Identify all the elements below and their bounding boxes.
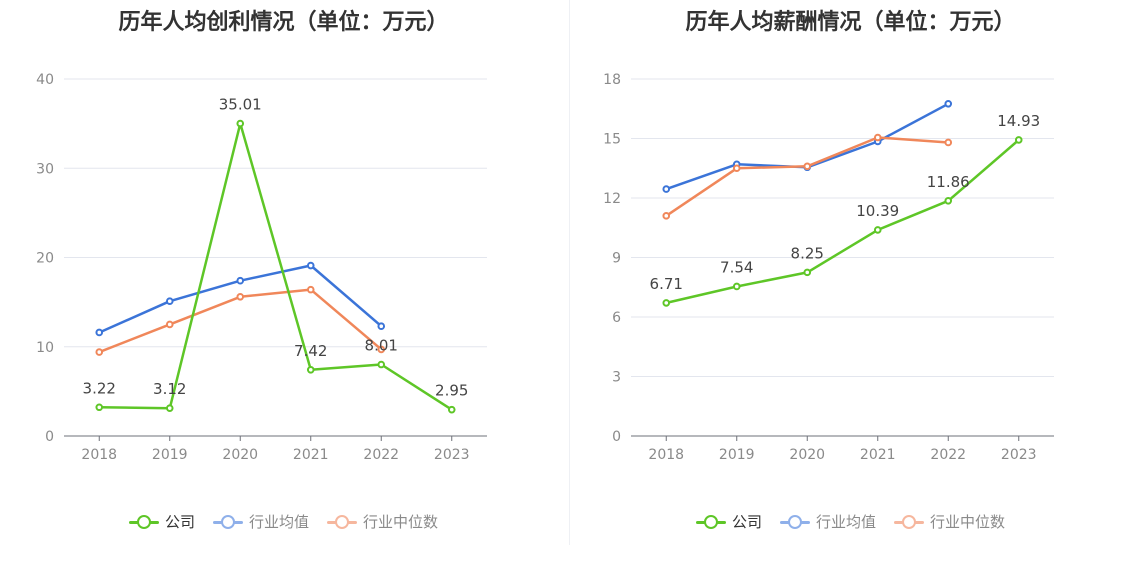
y-tick-label: 18 <box>603 72 621 88</box>
data-point <box>1014 136 1023 144</box>
data-point <box>165 404 174 412</box>
legend-item[interactable]: 行业中位数 <box>327 511 438 532</box>
data-point <box>306 365 315 374</box>
y-tick-label: 40 <box>36 72 54 88</box>
data-label: 14.93 <box>997 112 1040 130</box>
data-point <box>803 268 812 277</box>
data-point <box>944 196 953 205</box>
legend-label: 行业中位数 <box>930 513 1006 531</box>
chart-panel-profit: 历年人均创利情况（单位：万元） 0 10 20 30 40 2018 2019 2020 202… <box>0 10 567 532</box>
y-tick-label: 0 <box>612 429 621 445</box>
x-tick-label: 2018 <box>81 447 117 463</box>
x-tick-label: 2023 <box>434 447 470 463</box>
data-point <box>95 403 104 412</box>
chart-plot: 0 10 20 30 40 2018 2019 2020 2021 2022 2023 3.22 3.1… <box>36 72 487 463</box>
x-tick-label: 2021 <box>293 447 329 463</box>
x-tick-label: 2021 <box>860 447 896 463</box>
legend-item[interactable]: 公司 <box>695 511 762 532</box>
x-tick-label: 2019 <box>719 447 755 463</box>
data-point <box>165 320 174 329</box>
data-label: 35.01 <box>219 96 262 114</box>
y-tick-label: 30 <box>36 161 54 177</box>
data-point <box>662 185 671 193</box>
data-point <box>236 119 245 128</box>
data-point <box>662 212 671 220</box>
data-label: 7.54 <box>720 258 753 276</box>
legend-swatch-icon <box>779 512 810 532</box>
data-point <box>377 345 386 354</box>
x-tick-label: 2020 <box>222 447 258 463</box>
legend-label: 行业中位数 <box>363 513 439 531</box>
x-tick-label: 2018 <box>648 447 684 463</box>
data-point <box>662 299 671 307</box>
data-label: 2.95 <box>435 382 468 400</box>
series-line-2 <box>665 136 949 217</box>
x-tick-label: 2019 <box>152 447 188 463</box>
data-point <box>236 292 245 301</box>
data-label: 11.86 <box>927 173 970 191</box>
legend-swatch-icon <box>695 512 726 532</box>
data-point <box>377 360 386 369</box>
legend-item[interactable]: 公司 <box>128 511 195 532</box>
data-point <box>732 164 741 173</box>
y-tick-label: 12 <box>603 191 621 207</box>
data-label: 10.39 <box>856 202 899 220</box>
data-label: 8.01 <box>365 337 398 355</box>
legend-item[interactable]: 行业中位数 <box>894 511 1005 532</box>
data-point <box>377 322 386 331</box>
data-point <box>944 138 953 147</box>
chart-legend: 公司 行业均值 行业中位数 <box>0 511 567 532</box>
legend-swatch-icon <box>894 512 924 532</box>
x-tick-label: 2022 <box>930 447 966 463</box>
legend-swatch-icon <box>212 512 243 532</box>
data-point <box>873 133 882 142</box>
data-label: 7.42 <box>294 342 327 360</box>
data-point <box>306 285 315 294</box>
legend-swatch-icon <box>128 512 159 532</box>
legend-swatch-icon <box>327 512 357 532</box>
legend-label: 行业均值 <box>248 513 309 531</box>
data-point <box>803 162 812 171</box>
data-point <box>447 405 456 414</box>
data-label: 3.12 <box>153 380 186 398</box>
series-line-0 <box>666 138 1020 305</box>
y-tick-label: 6 <box>612 310 621 326</box>
data-point <box>95 348 104 356</box>
chart-title: 历年人均创利情况（单位：万元） <box>118 10 449 35</box>
series-line-0 <box>99 122 453 411</box>
data-label: 8.25 <box>791 244 824 262</box>
data-point <box>732 282 741 291</box>
legend-label: 公司 <box>731 513 762 531</box>
data-point <box>306 261 315 270</box>
data-point <box>95 328 104 337</box>
data-point <box>236 276 245 285</box>
panel-divider <box>569 0 570 545</box>
data-label: 3.22 <box>83 379 116 397</box>
chart-legend: 公司 行业均值 行业中位数 <box>567 511 1134 532</box>
x-tick-label: 2022 <box>363 447 399 463</box>
y-tick-label: 9 <box>612 251 621 267</box>
data-point <box>944 99 953 108</box>
chart-plot: 0 3 6 9 12 15 18 2018 2019 2020 2021 2022 2023 6.71 7.… <box>603 72 1054 463</box>
chart-panel-salary: 历年人均薪酬情况（单位：万元） 0 3 6 9 12 15 18 2018 2019 2020 20… <box>567 0 1134 582</box>
legend-label: 公司 <box>164 513 195 531</box>
data-label: 6.71 <box>650 275 683 293</box>
y-tick-label: 0 <box>45 429 54 445</box>
y-tick-label: 15 <box>603 132 621 148</box>
data-point <box>165 297 174 306</box>
y-tick-label: 20 <box>36 251 54 267</box>
legend-label: 行业均值 <box>815 513 876 531</box>
x-tick-label: 2020 <box>789 447 825 463</box>
x-tick-label: 2023 <box>1001 447 1037 463</box>
y-tick-label: 3 <box>612 370 621 386</box>
legend-item[interactable]: 行业均值 <box>779 511 876 532</box>
chart-title: 历年人均薪酬情况（单位：万元） <box>685 10 1016 35</box>
series-line-1 <box>665 102 949 191</box>
legend-item[interactable]: 行业均值 <box>212 511 309 532</box>
y-tick-label: 10 <box>36 340 54 356</box>
data-point <box>873 226 882 234</box>
